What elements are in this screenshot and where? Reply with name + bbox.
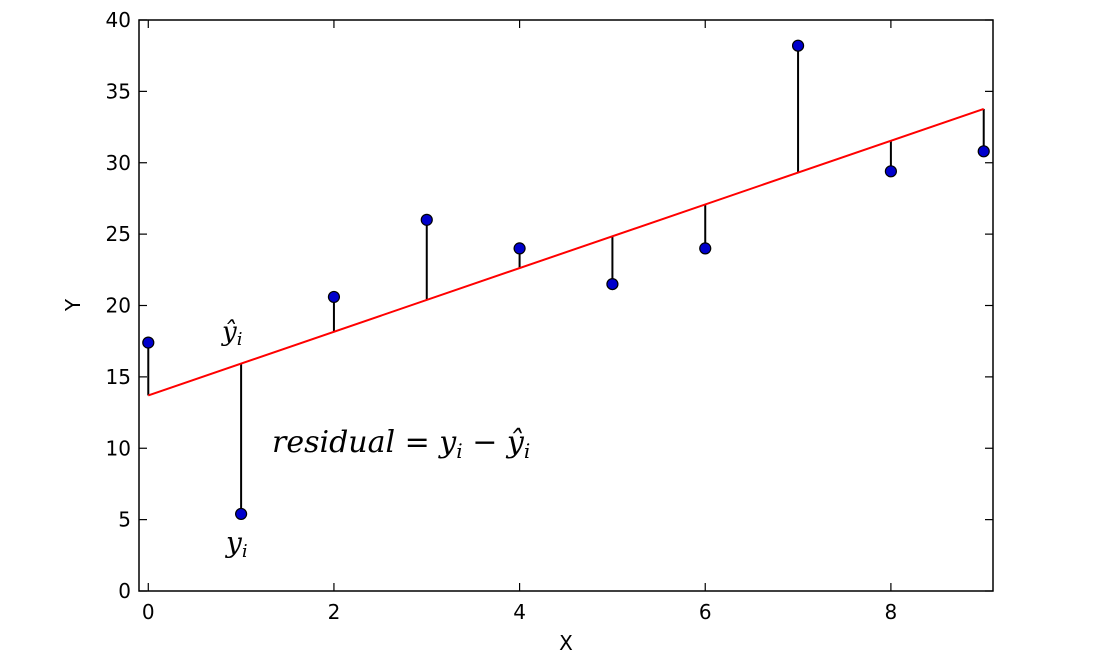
y-tick-label: 25 [106,222,131,246]
y-tick-label: 0 [118,579,131,603]
data-point [699,242,712,255]
y-tick-label: 35 [106,79,131,103]
residual-formula: residual = yi − ŷi [272,425,530,463]
y-tick-label: 30 [106,151,131,175]
y-hat-annotation: ŷi [221,317,242,350]
plot-area-frame [138,19,994,592]
y-axis-ticks: 0 5 10 15 20 25 30 35 40 [106,8,993,603]
y-annotation: yi [224,526,248,562]
regression-line [147,107,985,397]
x-tick-label: 8 [885,600,898,624]
y-tick-label: 10 [106,436,131,460]
x-tick-label: 0 [142,600,155,624]
x-tick-label: 2 [328,600,341,624]
data-point [327,290,341,304]
x-tick-label: 4 [513,600,526,624]
data-points [142,39,990,521]
data-point [791,39,805,52]
y-tick-label: 40 [106,8,131,32]
data-point [606,277,619,291]
y-tick-label: 5 [118,508,131,532]
data-point [513,242,526,255]
y-tick-label: 15 [106,365,131,389]
x-tick-label: 6 [699,600,712,624]
data-point [977,145,990,158]
y-axis-label: Y [61,298,85,312]
x-axis-ticks: 0 2 4 6 8 [142,20,897,624]
data-point [420,213,433,226]
data-point [142,336,155,349]
x-axis-label: X [559,631,573,655]
y-tick-label: 20 [106,294,131,318]
data-point [235,507,248,521]
data-point [884,165,897,178]
